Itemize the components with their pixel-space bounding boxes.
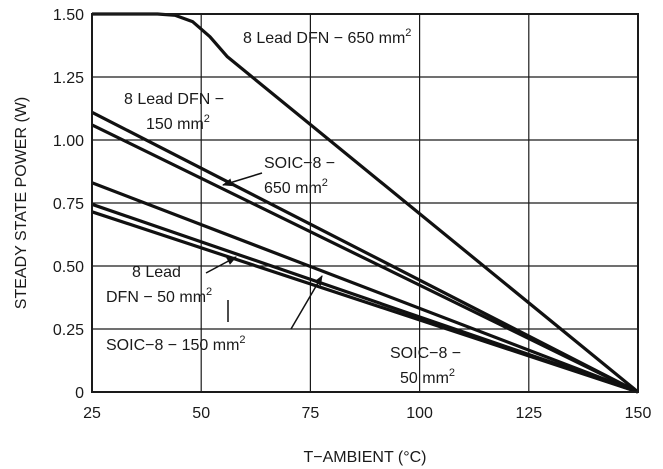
y-tick-label: 1.25 bbox=[53, 70, 84, 87]
annotation-5: SOIC−8 − 150 mm2 bbox=[106, 275, 323, 354]
y-tick-label: 0.50 bbox=[53, 259, 84, 276]
x-axis-label: T−AMBIENT (°C) bbox=[304, 449, 427, 466]
x-tick-label: 150 bbox=[625, 405, 652, 422]
leader-arrow bbox=[290, 275, 323, 330]
y-tick-label: 1.50 bbox=[53, 7, 84, 24]
annotation-text: 8 Lead DFN − 650 mm2 bbox=[243, 27, 411, 47]
y-tick-label: 0.75 bbox=[53, 196, 84, 213]
superscript: 2 bbox=[405, 27, 411, 39]
annotation-text: 150 mm2 bbox=[146, 113, 210, 133]
superscript: 2 bbox=[449, 367, 455, 379]
annotation-1: 8 Lead DFN − 650 mm2 bbox=[243, 27, 411, 47]
x-tick-label: 100 bbox=[406, 405, 433, 422]
tick-labels: 25 50 75 100 125 150 0 0.25 0.50 0.75 1.00 1.25 1.50 bbox=[53, 7, 652, 422]
superscript: 2 bbox=[204, 113, 210, 125]
annotation-text: 50 mm2 bbox=[400, 367, 455, 387]
x-tick-label: 25 bbox=[83, 405, 101, 422]
series-line-6 bbox=[91, 210, 639, 394]
y-tick-label: 0 bbox=[75, 385, 84, 402]
superscript: 2 bbox=[239, 334, 245, 346]
annotation-text: SOIC−8 − bbox=[264, 155, 335, 172]
annotation-4: 8 Lead DFN − 50 mm2 bbox=[106, 256, 237, 306]
annotation-text: 8 Lead DFN − bbox=[124, 91, 224, 108]
annotation-text: SOIC−8 − bbox=[390, 345, 461, 362]
annotation-text: DFN − 50 mm2 bbox=[106, 286, 212, 306]
series-line-2 bbox=[91, 110, 639, 394]
plot-frame bbox=[91, 13, 639, 393]
annotations-group: 8 Lead DFN − 650 mm2 8 Lead DFN − 150 mm2 S… bbox=[106, 27, 461, 387]
annotation-2: 8 Lead DFN − 150 mm2 bbox=[124, 91, 224, 133]
annotation-text: 8 Lead bbox=[132, 264, 181, 281]
grid bbox=[91, 13, 639, 393]
annotation-6: SOIC−8 − 50 mm2 bbox=[390, 345, 461, 387]
x-tick-label: 50 bbox=[192, 405, 210, 422]
series-line-3 bbox=[91, 123, 639, 394]
leader-arrow bbox=[205, 256, 237, 274]
series-line-4 bbox=[91, 181, 639, 394]
x-tick-label: 75 bbox=[302, 405, 320, 422]
superscript: 2 bbox=[322, 177, 328, 189]
annotation-text: SOIC−8 − 150 mm2 bbox=[106, 334, 246, 354]
y-axis-label: STEADY STATE POWER (W) bbox=[13, 97, 30, 309]
annotation-text: 650 mm2 bbox=[264, 177, 328, 197]
leader-arrow bbox=[222, 172, 263, 187]
superscript: 2 bbox=[206, 286, 212, 298]
annotation-3: SOIC−8 − 650 mm2 bbox=[222, 155, 335, 197]
x-tick-label: 125 bbox=[515, 405, 542, 422]
y-tick-label: 1.00 bbox=[53, 133, 84, 150]
y-tick-label: 0.25 bbox=[53, 322, 84, 339]
